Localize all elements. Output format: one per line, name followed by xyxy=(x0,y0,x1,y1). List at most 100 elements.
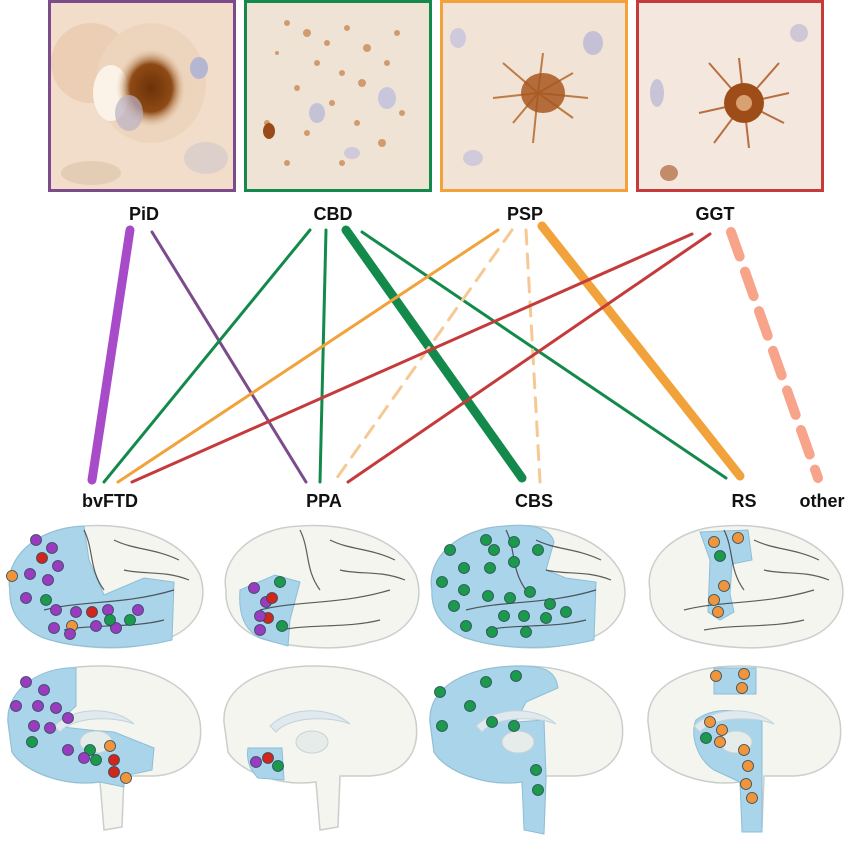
medial-dot xyxy=(10,700,22,712)
lateral-dot xyxy=(708,536,720,548)
lateral-dot xyxy=(508,536,520,548)
lateral-dot xyxy=(276,620,288,632)
medial-dot xyxy=(84,744,96,756)
pathology-label-pid: PiD xyxy=(128,204,160,224)
lateral-dot xyxy=(498,610,510,622)
lateral-dot xyxy=(70,606,82,618)
lateral-dot xyxy=(104,614,116,626)
pathology-label-cbd: CBD xyxy=(313,204,353,224)
medial-dot xyxy=(736,682,748,694)
lateral-dot xyxy=(458,584,470,596)
globular-inclusion-stain-image xyxy=(639,3,821,189)
link-cbd-cbs xyxy=(341,225,527,483)
lateral-dot xyxy=(488,544,500,556)
lateral-dot xyxy=(102,604,114,616)
medial-dot xyxy=(436,720,448,732)
medial-dot xyxy=(120,772,132,784)
lateral-dot xyxy=(486,626,498,638)
link-psp-rs xyxy=(537,221,745,481)
medial-dot xyxy=(716,724,728,736)
link-ggt-ppa xyxy=(346,232,712,484)
lateral-dot xyxy=(708,594,720,606)
medial-dot xyxy=(710,670,722,682)
medial-brain-ppa xyxy=(223,665,418,831)
medial-dot xyxy=(250,756,262,768)
lateral-brain-rs xyxy=(648,524,844,649)
link-psp-bvftd xyxy=(116,228,500,484)
pick-body-stain-image xyxy=(51,3,233,189)
medial-dot xyxy=(38,684,50,696)
lateral-dot xyxy=(460,620,472,632)
medial-dot xyxy=(272,760,284,772)
lateral-dot xyxy=(274,576,286,588)
lateral-dot xyxy=(64,628,76,640)
lateral-dot xyxy=(484,562,496,574)
lateral-dot xyxy=(266,592,278,604)
lateral-dot xyxy=(712,606,724,618)
lateral-dot xyxy=(6,570,18,582)
syndrome-label-other: other xyxy=(799,491,845,511)
lateral-dot xyxy=(48,622,60,634)
ggt-stain-panel xyxy=(636,0,824,192)
syndrome-label-bvftd: bvFTD xyxy=(82,491,138,511)
lateral-brain-bvftd xyxy=(6,524,204,649)
lateral-dot xyxy=(52,560,64,572)
lateral-dot xyxy=(42,574,54,586)
medial-dot xyxy=(50,702,62,714)
cbd-stain-panel xyxy=(244,0,432,192)
medial-dot xyxy=(108,766,120,778)
lateral-dot xyxy=(508,556,520,568)
link-cbd-rs xyxy=(360,230,728,480)
lateral-dot xyxy=(110,622,122,634)
lateral-dot xyxy=(544,598,556,610)
lateral-dot xyxy=(124,614,136,626)
lateral-dot xyxy=(482,590,494,602)
medial-brain-bvftd xyxy=(7,665,202,831)
syndrome-label-rs: RS xyxy=(731,491,757,511)
medial-dot xyxy=(486,716,498,728)
medial-dot xyxy=(108,754,120,766)
link-cbd-bvftd xyxy=(102,228,312,484)
link-ggt-bvftd xyxy=(130,232,694,484)
lateral-dot xyxy=(540,612,552,624)
medial-dot xyxy=(700,732,712,744)
medial-dot xyxy=(742,760,754,772)
lateral-dot xyxy=(50,604,62,616)
syndrome-label-ppa: PPA xyxy=(306,491,342,511)
lateral-dot xyxy=(36,552,48,564)
medial-dot xyxy=(740,778,752,790)
pathology-label-psp: PSP xyxy=(506,204,544,224)
lateral-dot xyxy=(732,532,744,544)
medial-dot xyxy=(90,754,102,766)
lateral-dot xyxy=(248,582,260,594)
tufted-astrocyte-stain-image xyxy=(443,3,625,189)
lateral-dot xyxy=(458,562,470,574)
medial-dot xyxy=(738,668,750,680)
lateral-dot xyxy=(46,542,58,554)
link-cbd-ppa xyxy=(318,228,328,484)
link-psp-ppa xyxy=(332,228,514,484)
lateral-dot xyxy=(518,610,530,622)
medial-brain-cbs xyxy=(429,665,624,835)
lateral-dot xyxy=(24,568,36,580)
lateral-dot xyxy=(40,594,52,606)
lateral-dot xyxy=(504,592,516,604)
medial-dot xyxy=(746,792,758,804)
lateral-brain-ppa xyxy=(224,524,420,649)
medial-dot xyxy=(262,752,274,764)
lateral-dot xyxy=(520,626,532,638)
lateral-dot xyxy=(524,586,536,598)
medial-dot xyxy=(32,700,44,712)
lateral-dot xyxy=(560,606,572,618)
lateral-dot xyxy=(86,606,98,618)
medial-dot xyxy=(714,736,726,748)
medial-dot xyxy=(434,686,446,698)
medial-dot xyxy=(20,676,32,688)
medial-dot xyxy=(530,764,542,776)
lateral-dot xyxy=(448,600,460,612)
pid-stain-panel xyxy=(48,0,236,192)
syndrome-label-cbs: CBS xyxy=(514,491,554,511)
